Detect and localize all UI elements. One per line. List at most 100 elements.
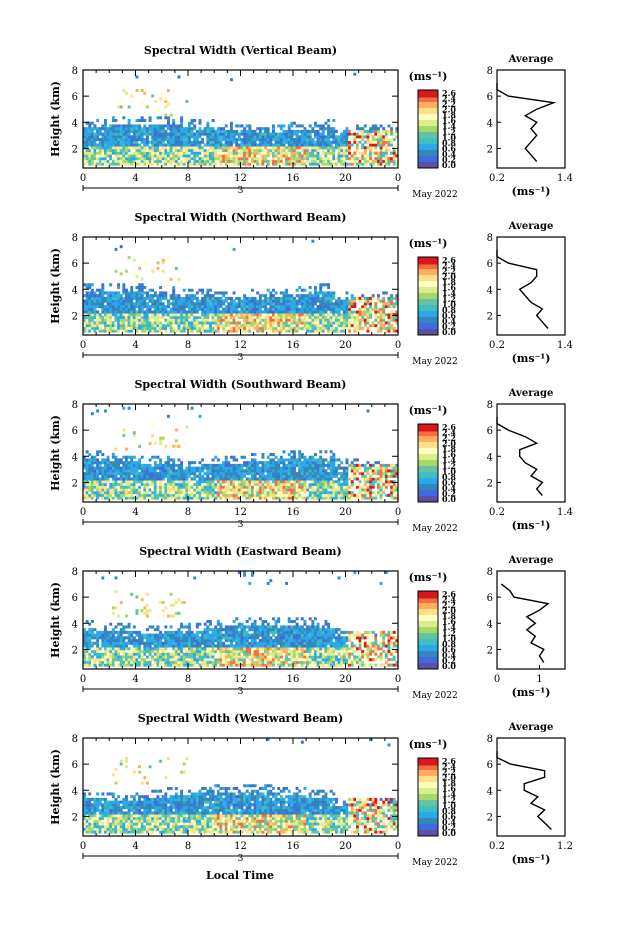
heatmap-cell [151, 146, 155, 150]
heatmap-cell [282, 496, 286, 500]
heatmap-cell [161, 294, 165, 298]
heatmap-cell [159, 91, 163, 95]
heatmap-cell [287, 146, 291, 150]
heatmap-cell [161, 291, 165, 295]
heatmap-cell [201, 305, 205, 309]
heatmap-cell [245, 302, 249, 306]
heatmap-cell [264, 143, 268, 147]
heatmap-cell [332, 148, 336, 152]
heatmap-cell [130, 146, 134, 150]
heatmap-cell [311, 159, 315, 163]
heatmap-cell [314, 324, 317, 328]
heatmap-cell [219, 488, 223, 492]
heatmap-cell [177, 154, 181, 158]
heatmap-cell [293, 315, 296, 319]
heatmap-cell [232, 482, 236, 486]
heatmap-cell [395, 129, 399, 133]
heatmap-cell [321, 491, 325, 495]
heatmap-cell [114, 482, 118, 486]
heatmap-cell [311, 463, 315, 467]
heatmap-cell [232, 477, 236, 481]
heatmap-cell [219, 302, 223, 306]
heatmap-cell [130, 162, 134, 166]
heatmap-cell [374, 318, 378, 322]
heatmap-cell [167, 414, 170, 418]
heatmap-cell [306, 496, 310, 500]
heatmap-cell [327, 321, 331, 325]
heatmap-cell [90, 455, 94, 459]
heatmap-cell [306, 329, 310, 333]
heatmap-cell [96, 329, 100, 333]
heatmap-cell [216, 291, 220, 295]
heatmap-cell [125, 455, 128, 459]
heatmap-cell [227, 302, 231, 306]
heatmap-cell [314, 485, 317, 489]
heatmap-cell [156, 329, 160, 333]
heatmap-cell [324, 482, 328, 486]
heatmap-cell [377, 326, 380, 330]
heatmap-cell [371, 140, 375, 144]
heatmap-cell [88, 488, 92, 492]
heatmap-cell [358, 148, 362, 152]
heatmap-cell [83, 318, 86, 322]
heatmap-cell [293, 151, 296, 155]
heatmap-cell [143, 129, 147, 133]
heatmap-cell [387, 124, 391, 128]
heatmap-cell [111, 453, 115, 457]
heatmap-cell [138, 119, 142, 123]
heatmap-cell [90, 162, 94, 166]
heatmap-cell [298, 474, 302, 478]
heatmap-cell [214, 146, 218, 150]
heatmap-cell [243, 157, 247, 161]
heatmap-cell [387, 132, 391, 136]
heatmap-cell [377, 162, 380, 166]
heatmap-cell [122, 326, 126, 330]
heatmap-cell [190, 318, 194, 322]
heatmap-cell [227, 143, 231, 147]
heatmap-cell [266, 493, 270, 497]
heatmap-cell [93, 482, 97, 486]
heatmap-cell [237, 482, 241, 486]
heatmap-cell [177, 143, 181, 147]
heatmap-cell [332, 318, 336, 322]
heatmap-cell [329, 491, 333, 495]
heatmap-cell [111, 307, 115, 311]
heatmap-cell [111, 472, 115, 476]
heatmap-cell [174, 469, 178, 473]
heatmap-cell [245, 491, 249, 495]
heatmap-cell [340, 307, 344, 311]
heatmap-cell [169, 469, 173, 473]
heatmap-cell [90, 129, 94, 133]
heatmap-cell [264, 135, 268, 139]
heatmap-cell [206, 326, 210, 330]
colorbar-segment [418, 117, 438, 119]
heatmap-cell [214, 154, 218, 158]
heatmap-cell [193, 491, 197, 495]
heatmap-cell [153, 474, 157, 478]
heatmap-cell [143, 148, 147, 152]
heatmap-cell [174, 151, 178, 155]
heatmap-cell [377, 299, 380, 303]
heatmap-cell [227, 463, 231, 467]
heatmap-cell [85, 154, 89, 158]
heatmap-cell [248, 299, 252, 303]
heatmap-cell [363, 129, 367, 133]
heatmap-cell [203, 294, 207, 298]
heatmap-cell [230, 329, 233, 333]
heatmap-cell [167, 488, 170, 492]
heatmap-cell [106, 313, 110, 317]
heatmap-cell [190, 496, 194, 500]
heatmap-cell [306, 302, 310, 306]
heatmap-cell [122, 406, 126, 410]
heatmap-cell [188, 321, 191, 325]
heatmap-cell [321, 140, 325, 144]
heatmap-cell [272, 135, 275, 139]
heatmap-cell [174, 474, 178, 478]
heatmap-cell [293, 455, 296, 459]
heatmap-cell [248, 463, 252, 467]
heatmap-cell [377, 321, 380, 325]
heatmap-cell [293, 140, 296, 144]
heatmap-cell [164, 105, 168, 109]
heatmap-cell [384, 162, 388, 166]
heatmap-cell [206, 288, 210, 292]
